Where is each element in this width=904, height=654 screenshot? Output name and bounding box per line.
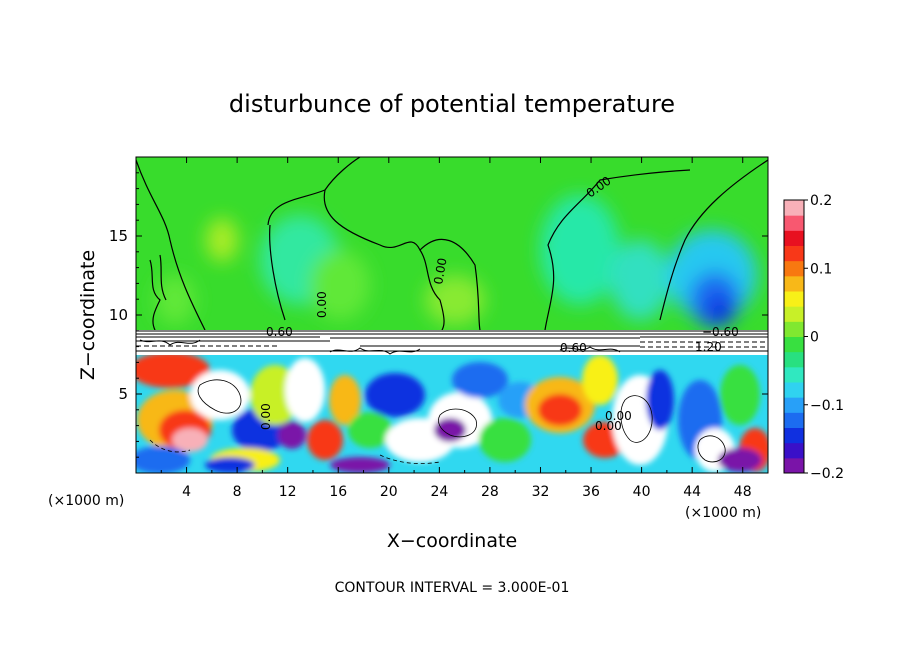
plot-area: 0.00 0.00 0.00 0.60 −0.60 1.20 0.60 (135, 156, 769, 474)
colorbar-swatch (784, 245, 804, 262)
colorbar-swatch (784, 321, 804, 337)
chart-title: disturbunce of potential temperature (229, 90, 675, 118)
footer-contour-interval: CONTOUR INTERVAL = 3.000E-01 (335, 580, 570, 596)
colorbar-swatch (784, 215, 804, 231)
colorbar-swatch (784, 382, 804, 398)
y-tick-label: 5 (118, 385, 128, 403)
colorbar-tick-label: 0.1 (810, 261, 832, 277)
colorbar-tick-label: −0.1 (810, 398, 844, 414)
x-tick-label: 20 (380, 484, 398, 500)
colorbar-tick-label: 0 (810, 330, 819, 346)
x-axis-label: X−coordinate (387, 530, 517, 552)
x-tick-label: 4 (182, 484, 191, 500)
x-unit-left: (×1000 m) (48, 493, 124, 509)
y-axis-label: Z−coordinate (77, 250, 99, 380)
colorbar-swatch (784, 275, 804, 292)
x-axis-ticks: 4 8 12 16 20 24 28 32 36 40 44 48 (160, 157, 752, 500)
contour-label-2: 0.00 (431, 257, 449, 286)
colorbar (783, 199, 805, 474)
colorbar-swatch (784, 291, 804, 307)
contour-label-8: 0.00 (595, 419, 622, 433)
x-tick-label: 28 (481, 484, 499, 500)
y-tick-label: 10 (109, 306, 128, 324)
x-tick-label: 12 (279, 484, 297, 500)
colorbar-swatch (784, 260, 804, 277)
contour-label-3: 0.00 (315, 291, 329, 318)
x-tick-label: 8 (233, 484, 242, 500)
inversion-contours (136, 330, 768, 355)
colorbar-swatch (784, 442, 804, 459)
x-tick-label: 32 (532, 484, 550, 500)
y-axis-ticks: 5 10 15 (109, 172, 768, 458)
contour-label-10: 0.00 (259, 403, 273, 430)
x-tick-label: 44 (683, 484, 701, 500)
y-tick-label: 15 (109, 227, 128, 245)
lower-turbulence (136, 355, 768, 473)
colorbar-swatch (784, 397, 804, 413)
lower-contours (149, 379, 726, 464)
upper-contours (136, 157, 768, 330)
colorbar-labels: 0.2 0.1 0 −0.1 −0.2 (804, 193, 844, 482)
colorbar-swatch (784, 412, 804, 428)
colorbar-swatch (784, 351, 804, 368)
x-tick-label: 40 (633, 484, 651, 500)
x-tick-label: 36 (582, 484, 600, 500)
colorbar-swatch (784, 306, 804, 322)
contour-label-9: 0.00 (605, 409, 632, 423)
colorbar-swatch (784, 200, 804, 216)
contour-label-7: 0.60 (560, 341, 587, 355)
x-tick-label: 16 (329, 484, 347, 500)
contour-label-6: 1.20 (695, 340, 722, 354)
colorbar-swatch (784, 230, 804, 246)
colorbar-swatch (784, 336, 804, 353)
x-unit-right: (×1000 m) (685, 505, 761, 521)
colorbar-tick-label: 0.2 (810, 193, 832, 209)
colorbar-tick-label: −0.2 (810, 466, 844, 482)
x-tick-label: 48 (734, 484, 752, 500)
colorbar-swatch (784, 427, 804, 444)
colorbar-swatch (784, 366, 804, 383)
colorbar-swatch (784, 457, 804, 474)
upper-anomalies (155, 195, 757, 328)
contour-label-5: −0.60 (702, 325, 739, 339)
contour-label-4: 0.60 (266, 325, 293, 339)
x-tick-label: 24 (430, 484, 448, 500)
